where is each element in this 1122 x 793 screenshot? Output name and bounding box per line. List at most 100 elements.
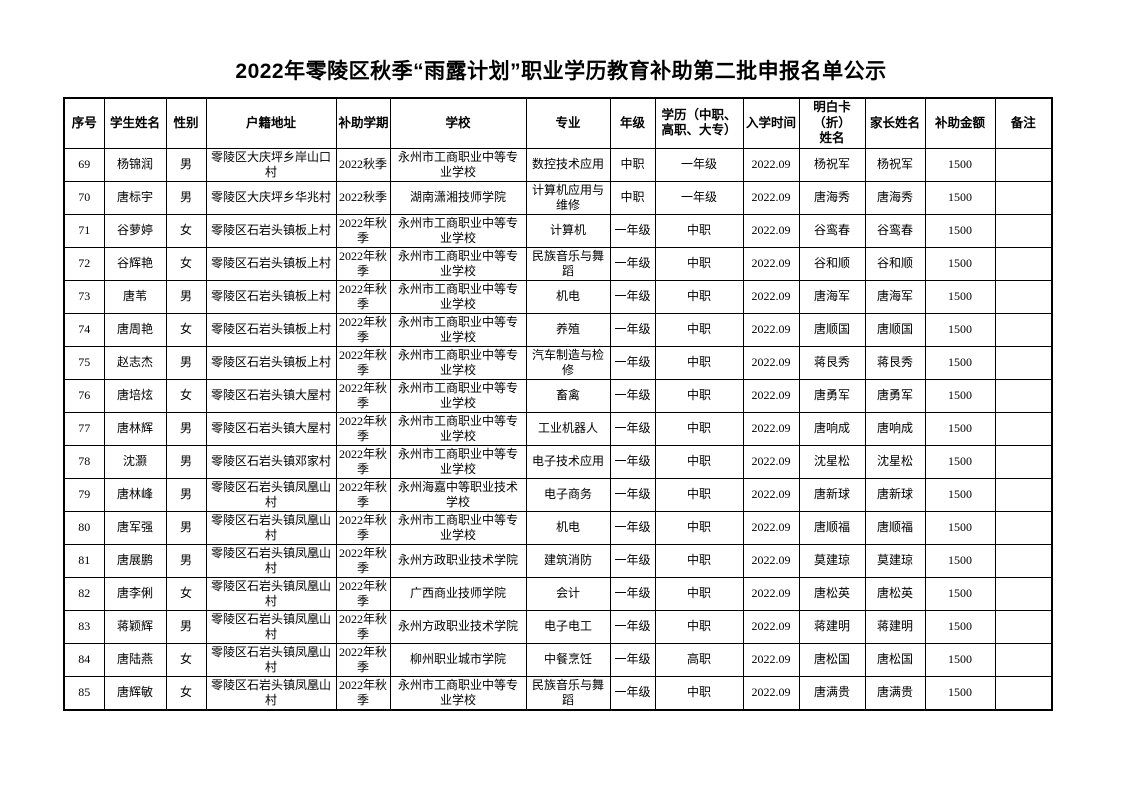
table-cell: 赵志杰 xyxy=(103,345,167,380)
table-cell: 柳州职业城市学院 xyxy=(389,642,527,677)
table-cell: 男 xyxy=(165,411,207,446)
table-cell: 永州市工商职业中等专业学校 xyxy=(389,246,527,281)
table-cell: 中职 xyxy=(654,411,744,446)
table-cell: 永州市工商职业中等专业学校 xyxy=(389,510,527,545)
table-cell: 一年级 xyxy=(609,312,656,347)
table-cell: 一年级 xyxy=(654,180,744,215)
table-cell xyxy=(994,411,1053,446)
table-cell: 男 xyxy=(165,477,207,512)
roster-table: 序号 学生姓名 性别 户籍地址 补助学期 学校 专业 年级 学历（中职、 高职、大专） 入学时间明… xyxy=(63,97,1053,711)
table-cell xyxy=(994,477,1053,512)
table-cell: 一年级 xyxy=(609,279,656,314)
table-cell: 女 xyxy=(165,675,207,711)
table-row: 76 唐培炫女零陵区石岩头镇大屋村 2022年秋季 永州市工商职业中等专业学校 畜禽 一年… xyxy=(63,378,1053,413)
table-cell: 蒋建明 xyxy=(864,609,926,644)
table-cell: 唐海秀 xyxy=(798,180,866,215)
table-cell: 谷鸾春 xyxy=(864,213,926,248)
table-cell: 2022年秋季 xyxy=(335,279,391,314)
table-cell: 2022.09 xyxy=(742,147,800,182)
table-cell: 零陵区石岩头镇凤凰山村 xyxy=(205,543,337,578)
table-cell xyxy=(994,345,1053,380)
table-cell: 养殖 xyxy=(525,312,611,347)
table-cell: 谷鸾春 xyxy=(798,213,866,248)
table-cell: 电子商务 xyxy=(525,477,611,512)
table-cell: 1500 xyxy=(924,279,996,314)
table-cell: 唐满贵 xyxy=(798,675,866,711)
table-cell: 广西商业技师学院 xyxy=(389,576,527,611)
table-cell xyxy=(994,312,1053,347)
table-cell: 2022.09 xyxy=(742,477,800,512)
table-cell: 一年级 xyxy=(609,609,656,644)
table-cell: 中职 xyxy=(654,576,744,611)
table-cell: 2022年秋季 xyxy=(335,576,391,611)
table-cell: 2022年秋季 xyxy=(335,213,391,248)
table-cell: 谷萝婷 xyxy=(103,213,167,248)
table-cell: 永州市工商职业中等专业学校 xyxy=(389,675,527,711)
table-cell: 永州市工商职业中等专业学校 xyxy=(389,279,527,314)
table-cell: 零陵区石岩头镇大屋村 xyxy=(205,378,337,413)
table-header-cell: 专业 xyxy=(525,97,611,149)
table-cell: 唐苇 xyxy=(103,279,167,314)
table-cell: 唐辉敏 xyxy=(103,675,167,711)
table-header-cell: 学校 xyxy=(389,97,527,149)
table-row: 72 谷辉艳女零陵区石岩头镇板上村 2022年秋季 永州市工商职业中等专业学校 民族音乐… xyxy=(63,246,1053,281)
table-cell: 电子技术应用 xyxy=(525,444,611,479)
table-cell: 唐松国 xyxy=(864,642,926,677)
table-cell: 2022.09 xyxy=(742,444,800,479)
table-cell: 2022.09 xyxy=(742,279,800,314)
table-row: 78 沈灏男零陵区石岩头镇邓家村 2022年秋季 永州市工商职业中等专业学校 电子技术应… xyxy=(63,444,1053,479)
table-cell: 2022年秋季 xyxy=(335,378,391,413)
table-cell: 1500 xyxy=(924,180,996,215)
table-cell: 一年级 xyxy=(609,642,656,677)
table-cell: 永州市工商职业中等专业学校 xyxy=(389,147,527,182)
table-cell: 1500 xyxy=(924,609,996,644)
table-cell: 谷和顺 xyxy=(864,246,926,281)
table-header-row: 序号 学生姓名 性别 户籍地址 补助学期 学校 专业 年级 学历（中职、 高职、大专） 入学时间明… xyxy=(63,97,1053,149)
table-cell: 1500 xyxy=(924,246,996,281)
table-cell: 2022.09 xyxy=(742,345,800,380)
table-cell xyxy=(994,675,1053,711)
table-cell: 永州市工商职业中等专业学校 xyxy=(389,213,527,248)
table-row: 71 谷萝婷女零陵区石岩头镇板上村 2022年秋季 永州市工商职业中等专业学校 计算机一… xyxy=(63,213,1053,248)
table-cell: 唐新球 xyxy=(798,477,866,512)
table-cell: 永州方政职业技术学院 xyxy=(389,609,527,644)
table-row: 77 唐林辉男零陵区石岩头镇大屋村 2022年秋季 永州市工商职业中等专业学校 工业机器… xyxy=(63,411,1053,446)
table-cell: 零陵区石岩头镇凤凰山村 xyxy=(205,609,337,644)
table-cell: 1500 xyxy=(924,378,996,413)
table-cell: 一年级 xyxy=(609,543,656,578)
table-row: 80 唐军强男零陵区石岩头镇凤凰山村 2022年秋季 永州市工商职业中等专业学校 机电一… xyxy=(63,510,1053,545)
table-cell: 82 xyxy=(63,576,105,611)
table-row: 79 唐林峰男零陵区石岩头镇凤凰山村 2022年秋季 永州海嘉中等职业技术学校 电子商务… xyxy=(63,477,1053,512)
table-cell xyxy=(994,279,1053,314)
table-cell: 永州市工商职业中等专业学校 xyxy=(389,345,527,380)
table-cell: 76 xyxy=(63,378,105,413)
table-cell: 女 xyxy=(165,642,207,677)
table-header-cell: 备注 xyxy=(994,97,1053,149)
table-cell: 唐海军 xyxy=(798,279,866,314)
table-cell: 一年级 xyxy=(609,510,656,545)
table-cell: 唐松英 xyxy=(798,576,866,611)
table-cell: 零陵区大庆坪乡岸山口村 xyxy=(205,147,337,182)
table-cell: 1500 xyxy=(924,345,996,380)
table-cell: 唐培炫 xyxy=(103,378,167,413)
table-cell: 1500 xyxy=(924,213,996,248)
table-cell: 中职 xyxy=(654,543,744,578)
table-cell: 2022年秋季 xyxy=(335,675,391,711)
table-cell: 中职 xyxy=(609,147,656,182)
table-cell: 谷和顺 xyxy=(798,246,866,281)
table-cell: 2022年秋季 xyxy=(335,477,391,512)
table-cell: 蒋艮秀 xyxy=(864,345,926,380)
table-cell: 零陵区石岩头镇邓家村 xyxy=(205,444,337,479)
table-cell: 78 xyxy=(63,444,105,479)
table-cell: 70 xyxy=(63,180,105,215)
table-header-cell: 性别 xyxy=(165,97,207,149)
table-cell: 2022.09 xyxy=(742,576,800,611)
table-cell: 计算机 xyxy=(525,213,611,248)
table-cell: 1500 xyxy=(924,675,996,711)
table-row: 83 蒋颖辉男零陵区石岩头镇凤凰山村 2022年秋季 永州方政职业技术学院 电子电工 一年… xyxy=(63,609,1053,644)
table-cell: 蒋颖辉 xyxy=(103,609,167,644)
table-cell: 杨祝军 xyxy=(798,147,866,182)
table-cell xyxy=(994,180,1053,215)
table-cell: 中职 xyxy=(654,345,744,380)
